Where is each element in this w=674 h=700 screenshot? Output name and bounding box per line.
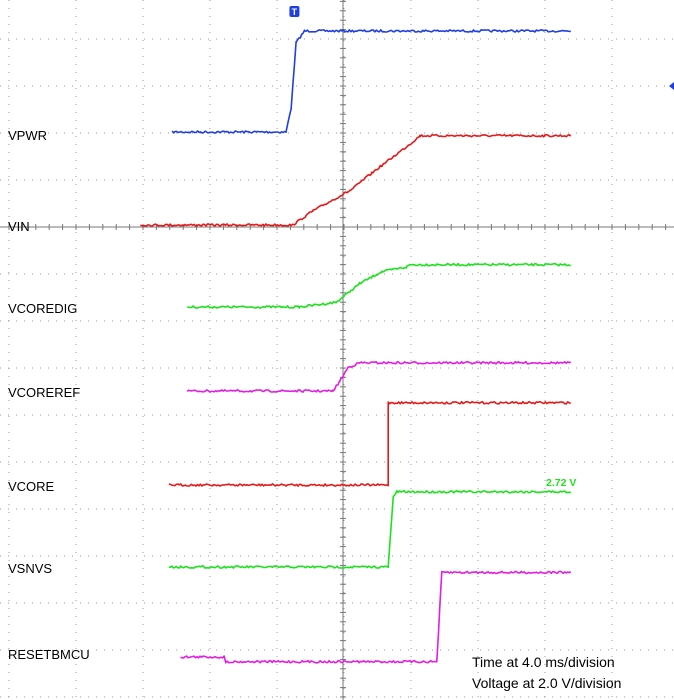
trace-label-vcore: VCORE [8, 479, 55, 494]
time-scale-note: Time at 4.0 ms/division [472, 654, 615, 670]
trace-label-vin: VIN [8, 219, 30, 234]
trace-label-vpwr: VPWR [8, 128, 47, 143]
trace-label-vcoredig: VCOREDIG [8, 301, 77, 316]
trace-vsnvs [168, 489, 572, 569]
traces [140, 29, 572, 664]
trigger-marker-label: T [292, 7, 298, 17]
trace-label-vcoreref: VCOREREF [8, 385, 80, 400]
markers: 2.72 V T [289, 6, 674, 489]
trigger-marker-icon [289, 6, 300, 17]
trace-vcoreref [186, 360, 572, 393]
trace-vcore [168, 400, 571, 487]
level-annotation: 2.72 V [546, 477, 576, 489]
trace-labels: VPWR VIN VCOREDIG VCOREREF VCORE VSNVS RESETBM… [8, 128, 90, 662]
trace-vcoredig [187, 262, 572, 309]
trace-label-resetbmcu: RESETBMCU [8, 647, 90, 662]
voltage-scale-note: Voltage at 2.0 V/division [472, 675, 622, 691]
trigger-level-icon [669, 82, 674, 90]
trace-resetbmcu [180, 570, 572, 664]
trace-vin [140, 133, 572, 227]
trace-label-vsnvs: VSNVS [8, 561, 52, 576]
trace-vpwr [171, 29, 571, 134]
